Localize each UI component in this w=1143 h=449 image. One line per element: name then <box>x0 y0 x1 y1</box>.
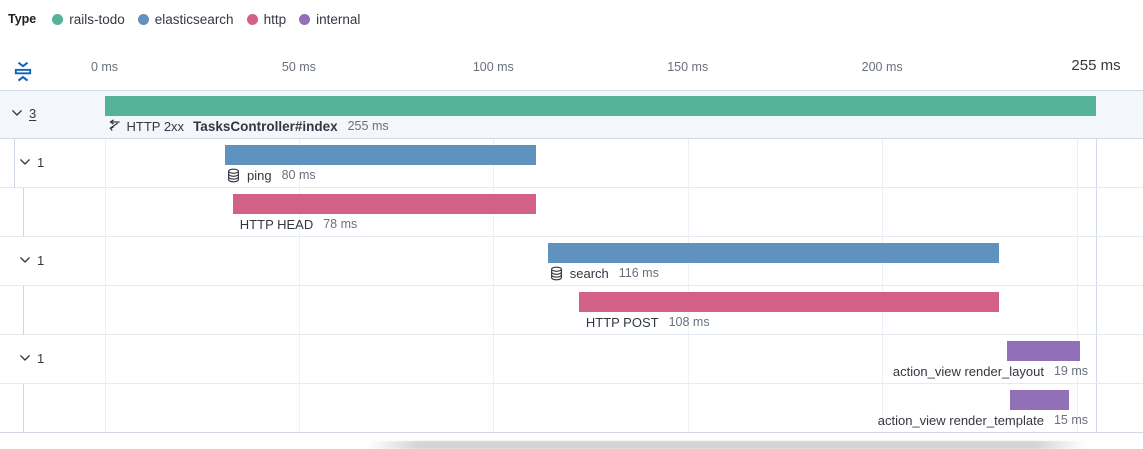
axis-tick-label: 0 ms <box>90 60 119 74</box>
expand-toggle[interactable]: 1 <box>18 350 44 368</box>
span-name: search <box>569 265 609 281</box>
span-bar-search[interactable] <box>547 243 999 263</box>
child-count: 3 <box>29 106 37 121</box>
waterfall-chart: 3 HTTP 2xx TasksController#index 255 ms 1 pin… <box>0 90 1143 433</box>
expand-toggle[interactable]: 1 <box>18 154 44 172</box>
legend-dot-internal-icon <box>299 13 311 25</box>
span-bar-http-head[interactable] <box>232 194 537 214</box>
legend-item-http[interactable]: http <box>246 11 287 27</box>
span-name: action_view render_template <box>877 412 1044 428</box>
tree-indent-guide <box>22 188 24 237</box>
expand-toggle[interactable]: 3 <box>10 105 36 123</box>
tree-indent-guide <box>22 286 24 335</box>
child-count: 1 <box>37 155 45 170</box>
tree-indent-guide <box>13 139 15 188</box>
row-separator <box>0 187 1143 188</box>
gridline <box>1076 139 1078 433</box>
span-duration: 80 ms <box>281 168 316 182</box>
span-name: TasksController#index <box>193 118 338 134</box>
chevron-down-icon <box>18 351 32 368</box>
legend-dot-elasticsearch-icon <box>137 13 149 25</box>
span-name: action_view render_layout <box>892 363 1044 379</box>
gridline <box>882 139 884 433</box>
legend-item-rails-todo[interactable]: rails-todo <box>52 12 125 27</box>
legend-label: http <box>263 11 287 27</box>
span-label: action_view render_layout 19 ms <box>893 362 1088 380</box>
transaction-bar-taskscontroller-index[interactable] <box>104 96 1096 116</box>
database-icon <box>226 168 241 183</box>
legend-item-elasticsearch[interactable]: elasticsearch <box>137 11 234 27</box>
span-label: HTTP HEAD 78 ms <box>240 215 357 233</box>
gridline <box>298 139 300 433</box>
gridline <box>104 139 106 433</box>
tree-indent-guide <box>22 384 24 433</box>
span-duration: 19 ms <box>1053 364 1088 378</box>
chevron-down-icon <box>18 155 32 172</box>
span-duration: 116 ms <box>618 266 659 280</box>
span-name: HTTP HEAD <box>239 216 314 232</box>
axis-tick-label: 100 ms <box>472 60 514 74</box>
gridline <box>687 139 689 433</box>
legend-label: internal <box>316 11 361 27</box>
trace-type-legend: Type rails-todo elasticsearch http internal <box>8 9 360 29</box>
legend-label: elasticsearch <box>154 11 234 27</box>
trace-end-gridline <box>1095 139 1097 433</box>
transaction-result: HTTP 2xx <box>126 118 185 134</box>
span-bar-ping[interactable] <box>225 145 537 165</box>
legend-items: rails-todo elasticsearch http internal <box>52 12 360 27</box>
legend-title: Type <box>8 12 37 26</box>
legend-dot-rails-todo-icon <box>52 13 64 25</box>
legend-label: rails-todo <box>69 11 125 27</box>
span-duration: 78 ms <box>323 217 358 231</box>
expand-toggle[interactable]: 1 <box>18 252 44 270</box>
axis-tick-label: 150 ms <box>667 60 709 74</box>
collapse-all-icon[interactable] <box>12 60 34 84</box>
span-bar-action-view-render-layout[interactable] <box>1006 341 1081 361</box>
row-separator <box>0 236 1143 237</box>
row-separator <box>0 285 1143 286</box>
gridline <box>493 139 495 433</box>
chevron-down-icon <box>18 253 32 270</box>
span-duration: 255 ms <box>347 119 389 133</box>
span-duration: 108 ms <box>668 315 710 329</box>
transaction-label: HTTP 2xx TasksController#index 255 ms <box>106 117 389 135</box>
child-count: 1 <box>37 253 45 268</box>
axis-end-tick-label: 255 ms <box>1071 57 1121 74</box>
fold-icon <box>14 61 32 82</box>
row-separator <box>0 383 1143 384</box>
span-label: ping 80 ms <box>226 166 316 184</box>
axis-tick-label: 200 ms <box>861 60 903 74</box>
row-separator <box>0 334 1143 335</box>
span-label: search 116 ms <box>549 264 659 282</box>
transaction-icon <box>106 118 121 134</box>
span-label: action_view render_template 15 ms <box>878 411 1088 429</box>
span-name: HTTP POST <box>585 314 659 330</box>
span-label: HTTP POST 108 ms <box>586 313 710 331</box>
database-icon <box>549 266 564 281</box>
legend-dot-http-icon <box>246 13 258 25</box>
legend-item-internal[interactable]: internal <box>299 12 360 27</box>
chevron-down-icon <box>10 106 24 123</box>
horizontal-scrollbar-thumb[interactable] <box>368 441 1086 449</box>
span-duration: 15 ms <box>1053 413 1088 427</box>
span-name: ping <box>247 167 272 183</box>
axis-tick-label: 50 ms <box>281 60 316 74</box>
span-bar-http-post[interactable] <box>578 292 999 312</box>
child-count: 1 <box>37 351 45 366</box>
span-bar-action-view-render-template[interactable] <box>1010 390 1069 410</box>
row-separator <box>0 432 1143 433</box>
